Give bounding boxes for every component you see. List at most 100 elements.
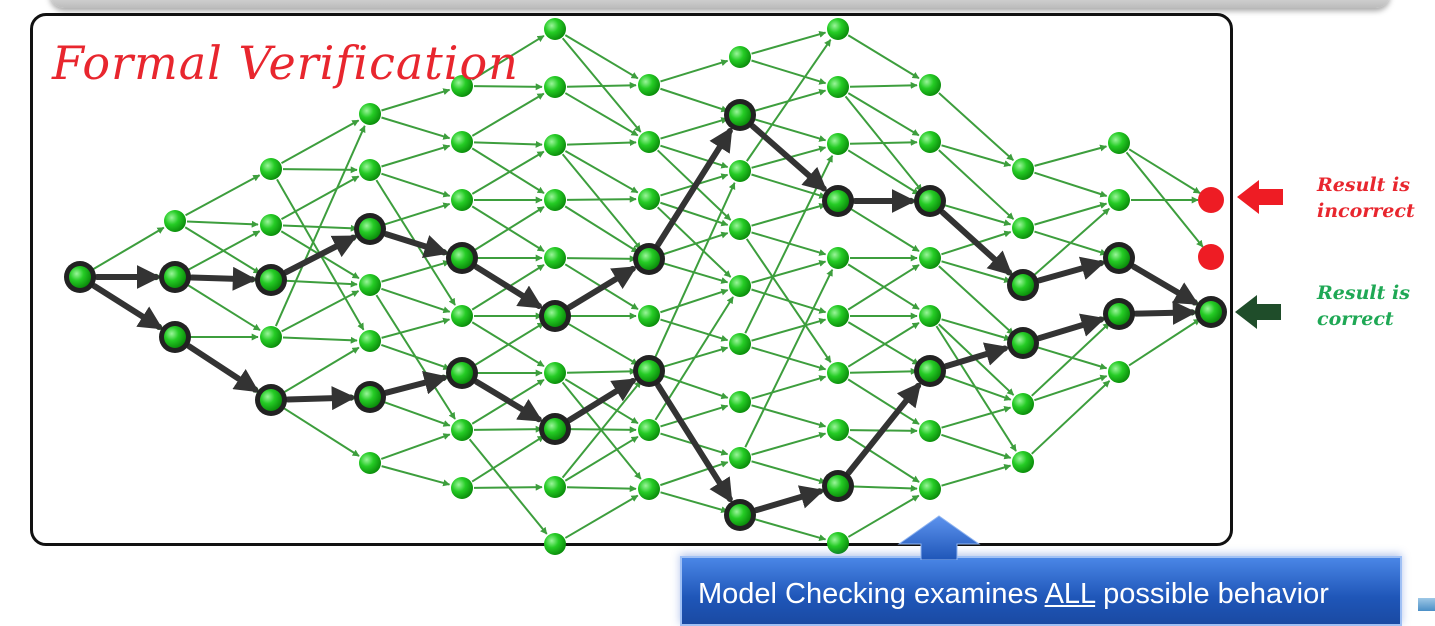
state-node (638, 305, 660, 327)
transition-arrow (281, 119, 360, 165)
transition-arrow (381, 88, 451, 112)
state-node (729, 46, 751, 68)
transition-arrow (751, 431, 827, 456)
transition-arrow (1034, 345, 1108, 370)
transition-arrow (847, 321, 920, 366)
transition-arrow (935, 325, 1017, 452)
transition-arrow (381, 465, 451, 487)
transition-arrow (1034, 144, 1108, 167)
execution-path-arrow (943, 342, 1010, 370)
state-node (359, 103, 381, 125)
state-node (729, 447, 751, 469)
state-node (359, 330, 381, 352)
transition-arrow (941, 260, 1012, 283)
state-node (1108, 132, 1130, 154)
state-node (451, 75, 473, 97)
transition-arrow (281, 290, 360, 333)
state-node (638, 188, 660, 210)
state-node (164, 326, 186, 348)
transition-arrow (282, 336, 358, 344)
transition-arrow (1128, 318, 1201, 367)
state-node (544, 533, 566, 555)
transition-arrow (381, 202, 451, 227)
transition-arrow (381, 317, 451, 339)
state-node (451, 419, 473, 441)
execution-path-arrow (655, 127, 733, 248)
error-state-node (1198, 244, 1224, 270)
diagram-frame (30, 13, 1233, 546)
transition-arrow (471, 205, 545, 252)
transition-arrow (473, 83, 543, 91)
transition-arrow (1128, 148, 1201, 195)
state-node (638, 248, 660, 270)
state-node (1012, 332, 1034, 354)
transition-arrow (847, 149, 920, 196)
transition-arrow (656, 206, 732, 278)
transition-arrow (660, 144, 729, 169)
transition-arrow (847, 34, 920, 80)
transition-arrow (847, 435, 920, 483)
state-node (260, 389, 282, 411)
state-node (544, 418, 566, 440)
state-node (729, 504, 751, 526)
transition-arrow (849, 484, 918, 492)
state-node (544, 189, 566, 211)
state-node (451, 362, 473, 384)
state-node (827, 362, 849, 384)
state-node (1108, 247, 1130, 269)
state-node (729, 333, 751, 355)
state-node (164, 266, 186, 288)
state-node (638, 131, 660, 153)
execution-path-arrow (845, 382, 922, 476)
state-node (1012, 274, 1034, 296)
transition-arrow (744, 269, 834, 448)
state-node (827, 419, 849, 441)
state-node (544, 476, 566, 498)
transition-arrow (381, 116, 451, 140)
state-node (729, 391, 751, 413)
result-correct-label: Result is correct (1317, 282, 1410, 330)
transition-arrow (564, 435, 639, 482)
transition-arrow (274, 125, 366, 327)
state-node (1200, 301, 1222, 323)
transition-arrow (849, 81, 918, 89)
execution-path-arrow (655, 382, 733, 503)
transition-arrow (941, 433, 1012, 460)
state-node (919, 190, 941, 212)
execution-path-arrow (383, 231, 449, 258)
state-node (1108, 303, 1130, 325)
state-node (919, 305, 941, 327)
state-node (1108, 189, 1130, 211)
transition-arrow (185, 174, 261, 217)
transition-arrow (1034, 202, 1108, 226)
transition-arrow (473, 140, 543, 148)
transition-arrow (381, 260, 451, 283)
transition-arrow (280, 405, 360, 457)
state-node (359, 218, 381, 240)
transition-arrow (473, 425, 543, 433)
state-node (729, 104, 751, 126)
transition-arrow (1031, 207, 1110, 278)
transition-arrow (751, 117, 827, 142)
transition-arrow (471, 92, 545, 137)
execution-path-arrow (566, 265, 637, 311)
execution-path-arrow (939, 209, 1013, 276)
transition-edges (89, 30, 1204, 542)
state-node (827, 475, 849, 497)
transition-arrow (471, 321, 545, 368)
state-node (827, 532, 849, 554)
result-incorrect-label: Result is incorrect (1317, 174, 1415, 222)
transition-arrow (847, 378, 920, 425)
execution-path-arrow (1130, 263, 1199, 306)
transition-arrow (184, 226, 261, 275)
transition-arrow (938, 92, 1015, 162)
transition-arrow (471, 435, 545, 483)
transition-arrow (566, 255, 637, 263)
transition-arrow (751, 59, 827, 85)
transition-arrow (471, 34, 545, 81)
transition-arrow (751, 404, 827, 429)
execution-path-arrow (284, 386, 356, 411)
transition-arrow (751, 317, 827, 342)
transition-arrow (660, 491, 729, 514)
transition-arrow (847, 92, 920, 137)
